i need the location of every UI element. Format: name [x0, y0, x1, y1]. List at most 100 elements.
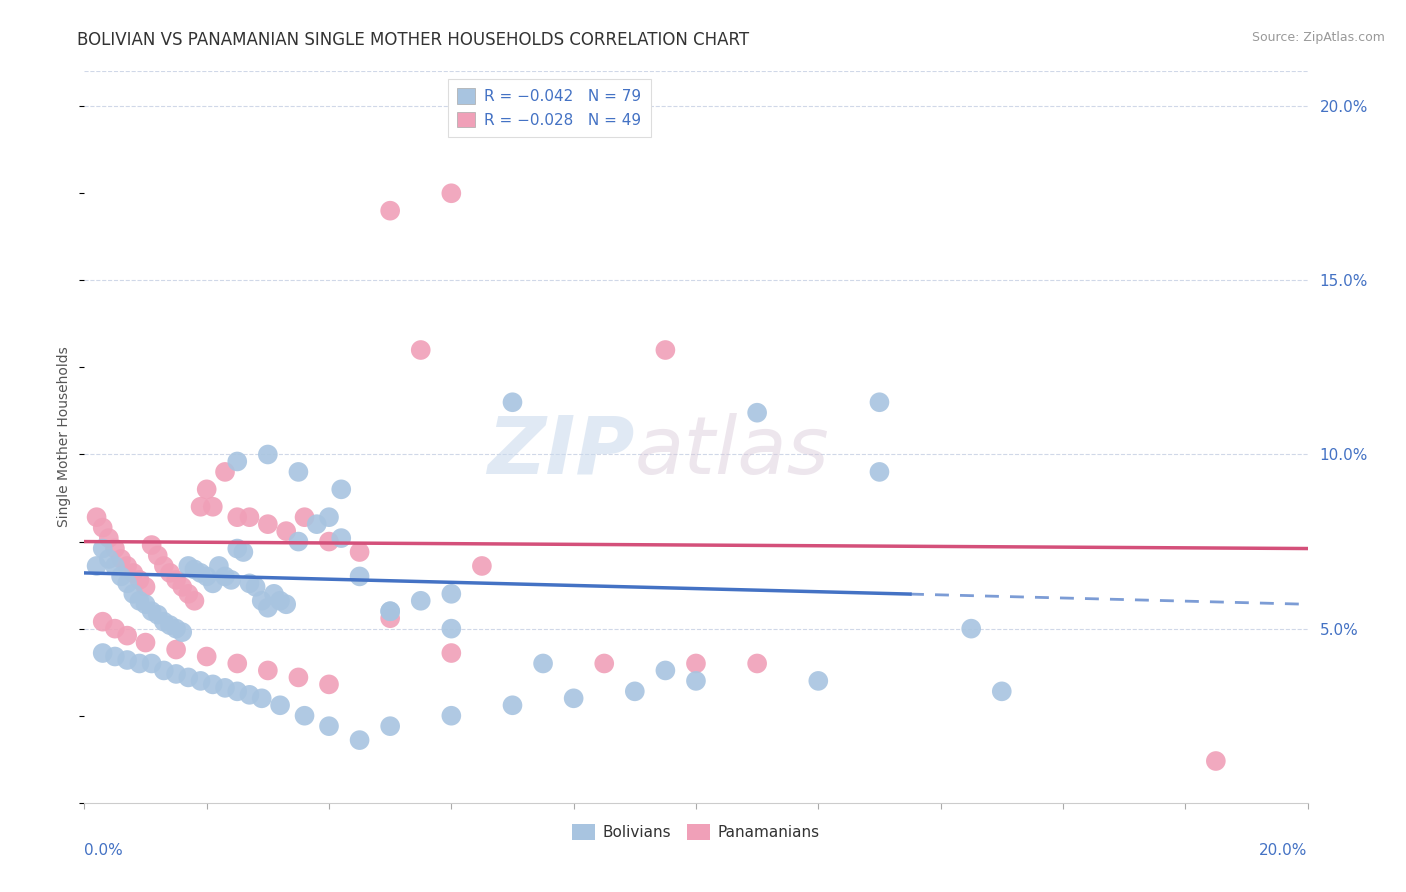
Point [654, 664, 676, 678]
Point [380, 719, 402, 733]
Point [349, 545, 371, 559]
Point [685, 657, 707, 671]
Point [991, 684, 1014, 698]
Point [141, 657, 163, 671]
Point [807, 673, 830, 688]
Point [201, 576, 224, 591]
Point [409, 594, 432, 608]
Point [183, 562, 205, 576]
Point [226, 657, 249, 671]
Point [153, 558, 176, 573]
Point [294, 510, 316, 524]
Point [195, 649, 218, 664]
Point [276, 597, 298, 611]
Point [624, 684, 647, 698]
Point [318, 677, 340, 691]
Point [238, 576, 260, 591]
Point [330, 483, 353, 497]
Point [502, 395, 524, 409]
Point [232, 545, 254, 559]
Point [869, 395, 891, 409]
Point [250, 594, 273, 608]
Point [190, 566, 212, 580]
Point [190, 500, 212, 514]
Point [287, 534, 309, 549]
Text: Source: ZipAtlas.com: Source: ZipAtlas.com [1251, 31, 1385, 45]
Point [380, 604, 402, 618]
Point [654, 343, 676, 357]
Point [226, 684, 249, 698]
Legend: Bolivians, Panamanians: Bolivians, Panamanians [567, 818, 825, 847]
Point [318, 510, 340, 524]
Point [115, 558, 138, 573]
Point [380, 203, 402, 218]
Point [165, 622, 187, 636]
Point [294, 708, 316, 723]
Point [330, 531, 353, 545]
Point [128, 657, 150, 671]
Point [440, 587, 463, 601]
Point [165, 667, 187, 681]
Point [153, 615, 176, 629]
Point [263, 587, 285, 601]
Point [177, 670, 200, 684]
Point [747, 406, 769, 420]
Point [104, 541, 127, 556]
Y-axis label: Single Mother Households: Single Mother Households [58, 347, 72, 527]
Point [960, 622, 983, 636]
Point [165, 573, 187, 587]
Point [409, 343, 432, 357]
Point [219, 573, 242, 587]
Point [531, 657, 554, 671]
Point [869, 465, 891, 479]
Point [115, 629, 138, 643]
Point [146, 549, 169, 563]
Point [159, 566, 181, 580]
Text: 0.0%: 0.0% [84, 843, 124, 858]
Text: BOLIVIAN VS PANAMANIAN SINGLE MOTHER HOUSEHOLDS CORRELATION CHART: BOLIVIAN VS PANAMANIAN SINGLE MOTHER HOU… [77, 31, 749, 49]
Point [287, 670, 309, 684]
Point [440, 186, 463, 201]
Point [214, 465, 236, 479]
Point [153, 664, 176, 678]
Point [110, 552, 132, 566]
Point [562, 691, 585, 706]
Point [104, 649, 127, 664]
Point [91, 646, 114, 660]
Point [190, 673, 212, 688]
Point [97, 552, 120, 566]
Point [177, 587, 200, 601]
Point [287, 465, 309, 479]
Point [201, 500, 224, 514]
Point [257, 600, 280, 615]
Point [135, 635, 157, 649]
Point [318, 534, 340, 549]
Point [91, 541, 114, 556]
Point [128, 594, 150, 608]
Point [685, 673, 707, 688]
Text: ZIP: ZIP [488, 413, 636, 491]
Point [104, 558, 127, 573]
Point [110, 569, 132, 583]
Point [305, 517, 328, 532]
Point [122, 587, 145, 601]
Point [86, 558, 108, 573]
Point [183, 594, 205, 608]
Point [257, 448, 280, 462]
Point [1205, 754, 1227, 768]
Point [146, 607, 169, 622]
Point [141, 604, 163, 618]
Point [276, 524, 298, 538]
Point [135, 597, 157, 611]
Point [269, 698, 291, 713]
Point [97, 531, 120, 545]
Point [195, 483, 218, 497]
Point [91, 615, 114, 629]
Point [257, 664, 280, 678]
Point [380, 604, 402, 618]
Point [195, 569, 218, 583]
Point [165, 642, 187, 657]
Point [135, 580, 157, 594]
Point [269, 594, 291, 608]
Point [115, 576, 138, 591]
